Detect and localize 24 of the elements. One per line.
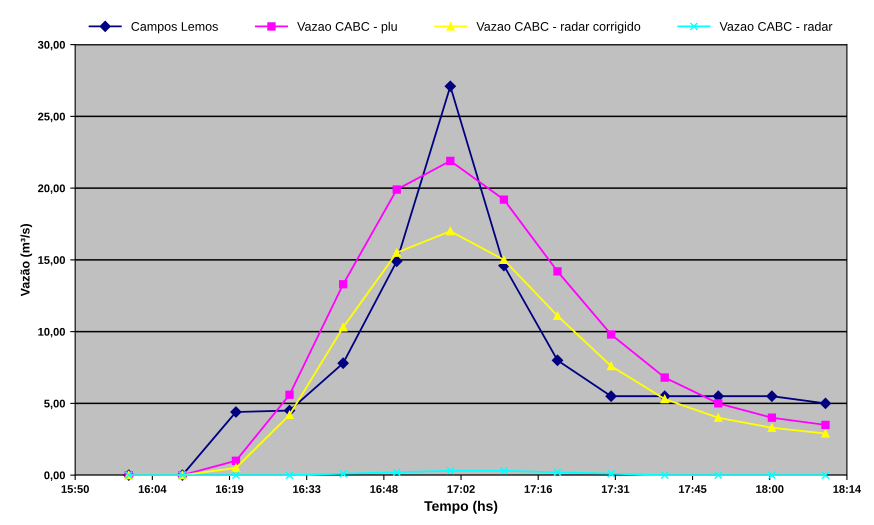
y-tick-label: 10,00 (38, 328, 65, 338)
y-tick-label: 5,00 (44, 400, 65, 410)
x-axis-title: Tempo (hs) (424, 500, 498, 514)
y-tick-label: 20,00 (38, 184, 65, 194)
y-tick-label: 0,00 (44, 471, 65, 481)
legend-label: Vazao CABC - radar (720, 22, 832, 31)
x-tick-label: 18:00 (756, 485, 784, 494)
x-tick-label: 16:19 (216, 485, 244, 494)
x-tick-label: 17:16 (524, 485, 552, 494)
legend-label: Vazao CABC - radar corrigido (476, 22, 640, 34)
y-tick-label: 15,00 (38, 256, 65, 266)
y-tick-label: 30,00 (38, 40, 65, 50)
y-axis-title: Vazão (m³/s) (20, 224, 32, 296)
y-tick-label: 25,00 (38, 112, 65, 122)
x-tick-label: 16:48 (370, 485, 398, 494)
legend-label: Vazao CABC - plu (297, 22, 397, 34)
x-tick-label: 17:45 (679, 485, 706, 494)
x-tick-label: 17:31 (602, 485, 630, 494)
x-tick-label: 15:50 (62, 485, 89, 494)
legend-label: Campos Lemos (131, 22, 218, 34)
x-tick-label: 16:33 (293, 485, 320, 494)
x-tick-label: 16:04 (138, 485, 166, 494)
x-tick-label: 17:02 (448, 485, 475, 494)
x-tick-label: 18:14 (833, 485, 862, 494)
